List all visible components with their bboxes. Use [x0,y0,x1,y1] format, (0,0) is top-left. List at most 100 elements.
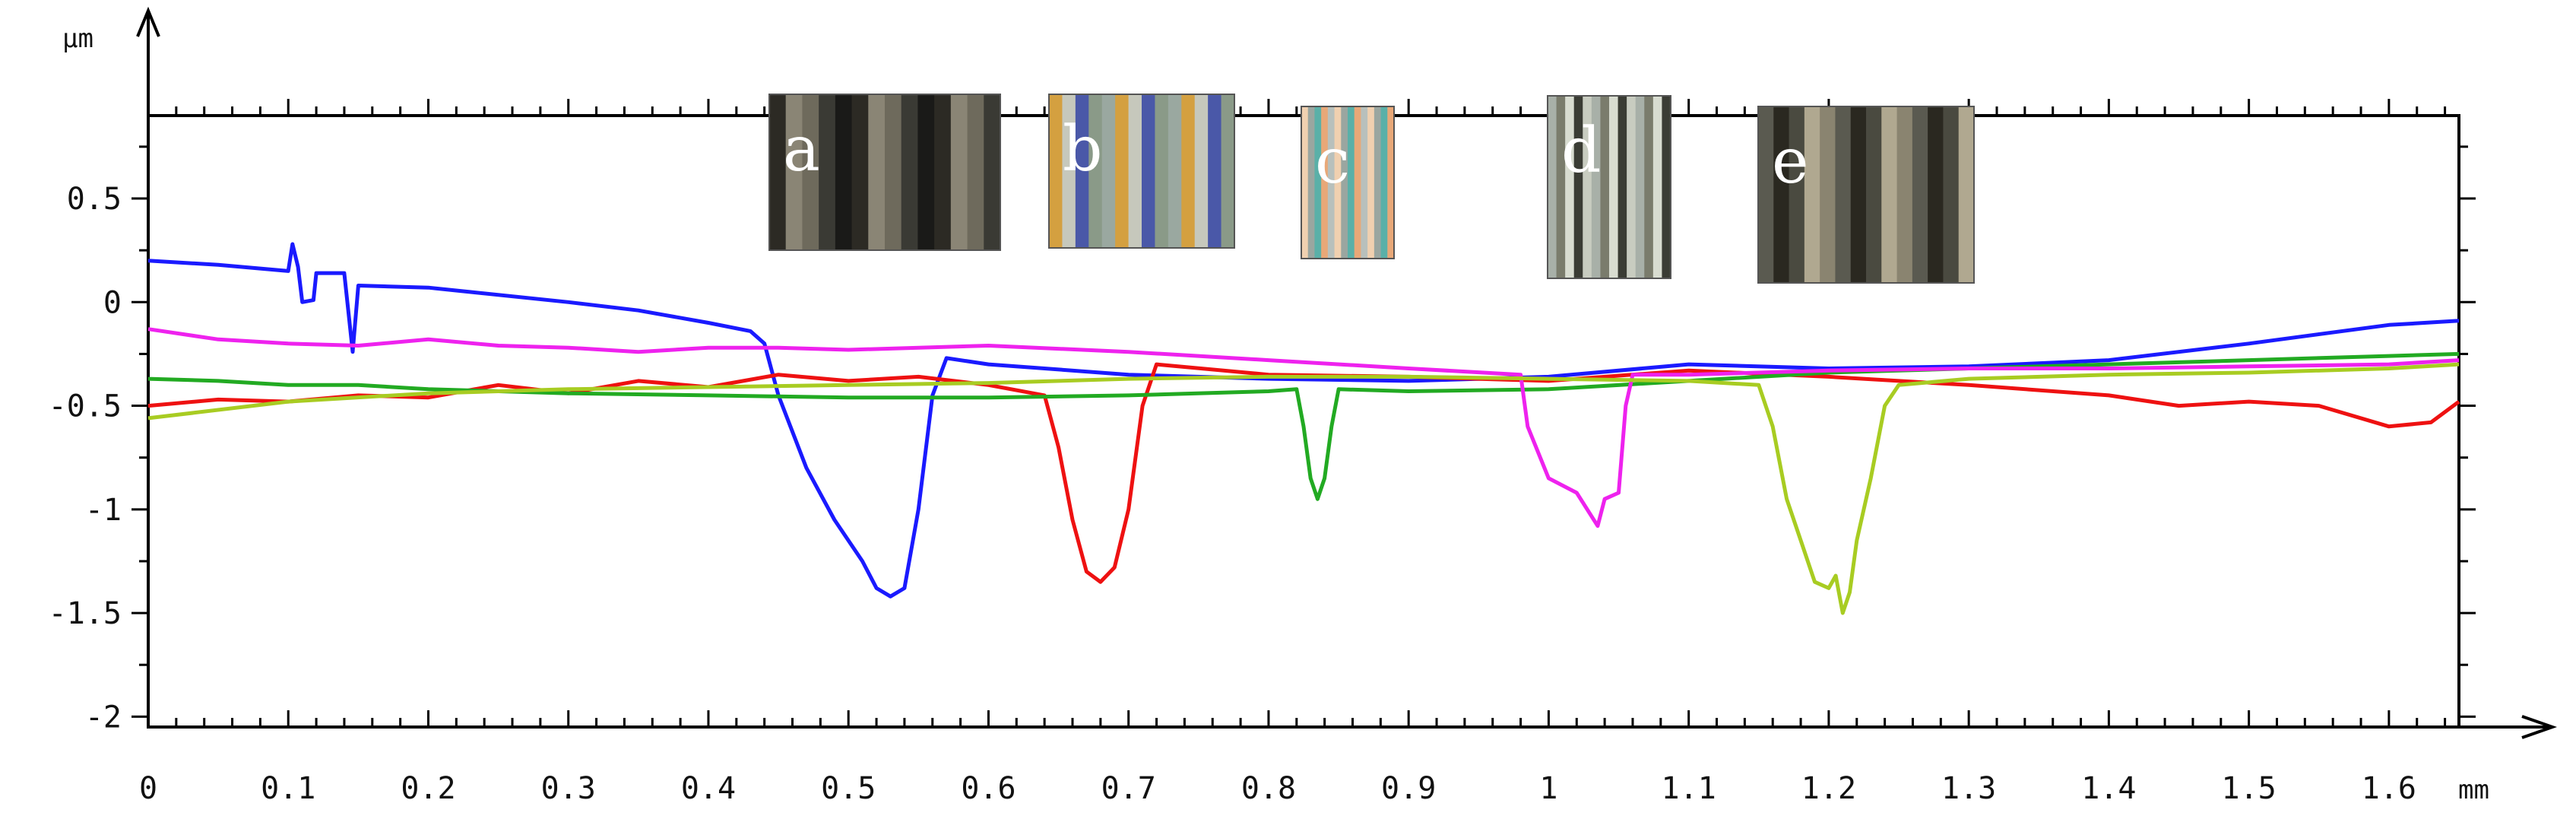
inset-band [769,94,787,250]
inset-letter-e: e [1772,125,1809,198]
inset-band [950,94,968,250]
inset-band [1221,94,1235,248]
x-tick-label: 1.2 [1801,771,1856,806]
inset-image-a: a [768,94,1001,251]
inset-band [1789,106,1805,283]
x-tick-label: 0.7 [1101,771,1156,806]
inset-band [1327,106,1336,259]
inset-band [1573,96,1584,278]
inset-band [934,94,952,250]
series-line-1 [147,242,2460,598]
inset-band [1307,106,1316,259]
y-tick-label: 0.5 [67,182,122,217]
inset-band [1583,96,1592,278]
inset-band [1062,94,1076,248]
inset-band [868,94,886,250]
x-tick-label: 0.6 [961,771,1016,806]
x-tick-label: 0 [139,771,157,806]
x-axis-unit-label: mm [2458,775,2489,805]
inset-band [1881,106,1898,283]
inset-band [984,94,1001,250]
inset-band [1820,106,1836,283]
inset-band [967,94,985,250]
series-line-2 [147,362,2460,584]
inset-band [1088,94,1103,248]
series-line-4 [147,327,2460,529]
x-tick-label: 0.5 [821,771,876,806]
inset-band [1387,106,1395,259]
inset-band [1912,106,1929,283]
inset-band [1662,96,1671,278]
inset-band [1181,94,1196,248]
inset-band [917,94,936,250]
inset-band [1142,94,1156,248]
inset-band [1928,106,1944,283]
axes: 0 0.1 0.2 0.3 0.4 0.5 0.6 0.7 0.8 0.9 1 1.1 1.2 1.3 1.… [49,6,2558,806]
y-tick-label: 0 [103,285,122,320]
inset-band [1380,106,1389,259]
inset-border [1757,106,1975,284]
inset-letter-a: a [783,113,820,186]
x-tick-label: 1.4 [2081,771,2136,806]
inset-band [1591,96,1602,278]
x-tick-label: 0.1 [261,771,315,806]
inset-band [1155,94,1169,248]
inset-image-b: b [1048,94,1235,249]
inset-band [1565,96,1575,278]
inset-band [1348,106,1355,259]
x-tick-label: 0.2 [401,771,455,806]
inset-band [1600,96,1610,278]
inset-band [1896,106,1913,283]
x-tick-label: 0.4 [681,771,736,806]
inset-band [1835,106,1852,283]
inset-band [851,94,870,250]
inset-band [819,94,836,250]
inset-band [1548,96,1557,278]
y-axis-arrow [136,6,160,37]
inset-band [1101,94,1117,248]
inset-band [1758,106,1775,283]
inset-band [1301,106,1309,259]
inset-band [885,94,902,250]
inset-band [785,94,803,250]
inset-band [1958,106,1975,283]
x-tick-label: 0.8 [1241,771,1296,806]
inset-band [1652,96,1663,278]
x-tick-label: 1.6 [2362,771,2416,806]
inset-band [1618,96,1628,278]
y-tick-label: -2 [85,700,122,735]
inset-band [1194,94,1209,248]
inset-band [1866,106,1883,283]
inset-band [1773,106,1790,283]
x-tick-label: 0.9 [1381,771,1436,806]
inset-letter-d: d [1561,115,1602,187]
inset-border [1301,106,1395,259]
inset-band [901,94,919,250]
inset-image-e: e [1757,106,1975,284]
inset-band [1804,106,1821,283]
x-tick-label: 1.3 [1941,771,1996,806]
inset-band [1367,106,1375,259]
x-tick-label: 1.5 [2222,771,2277,806]
inset-band [1627,96,1637,278]
inset-image-d: d [1547,95,1671,279]
inset-band [1341,106,1348,259]
x-tick-label: 0.3 [541,771,596,806]
x-axis-arrow [2521,715,2558,739]
inset-band [802,94,820,250]
inset-band [1321,106,1329,259]
inset-band [1354,106,1362,259]
y-tick-label: -0.5 [49,389,122,424]
inset-band [1361,106,1369,259]
inset-band [1128,94,1142,248]
y-axis-unit-label: µm [62,24,93,54]
inset-images: a b c d e [768,94,1975,284]
inset-band [1075,94,1090,248]
inset-band [1609,96,1619,278]
inset-band [1943,106,1960,283]
inset-band [835,94,853,250]
y-tick-label: -1 [85,493,122,528]
inset-band [1168,94,1183,248]
inset-band [1334,106,1342,259]
